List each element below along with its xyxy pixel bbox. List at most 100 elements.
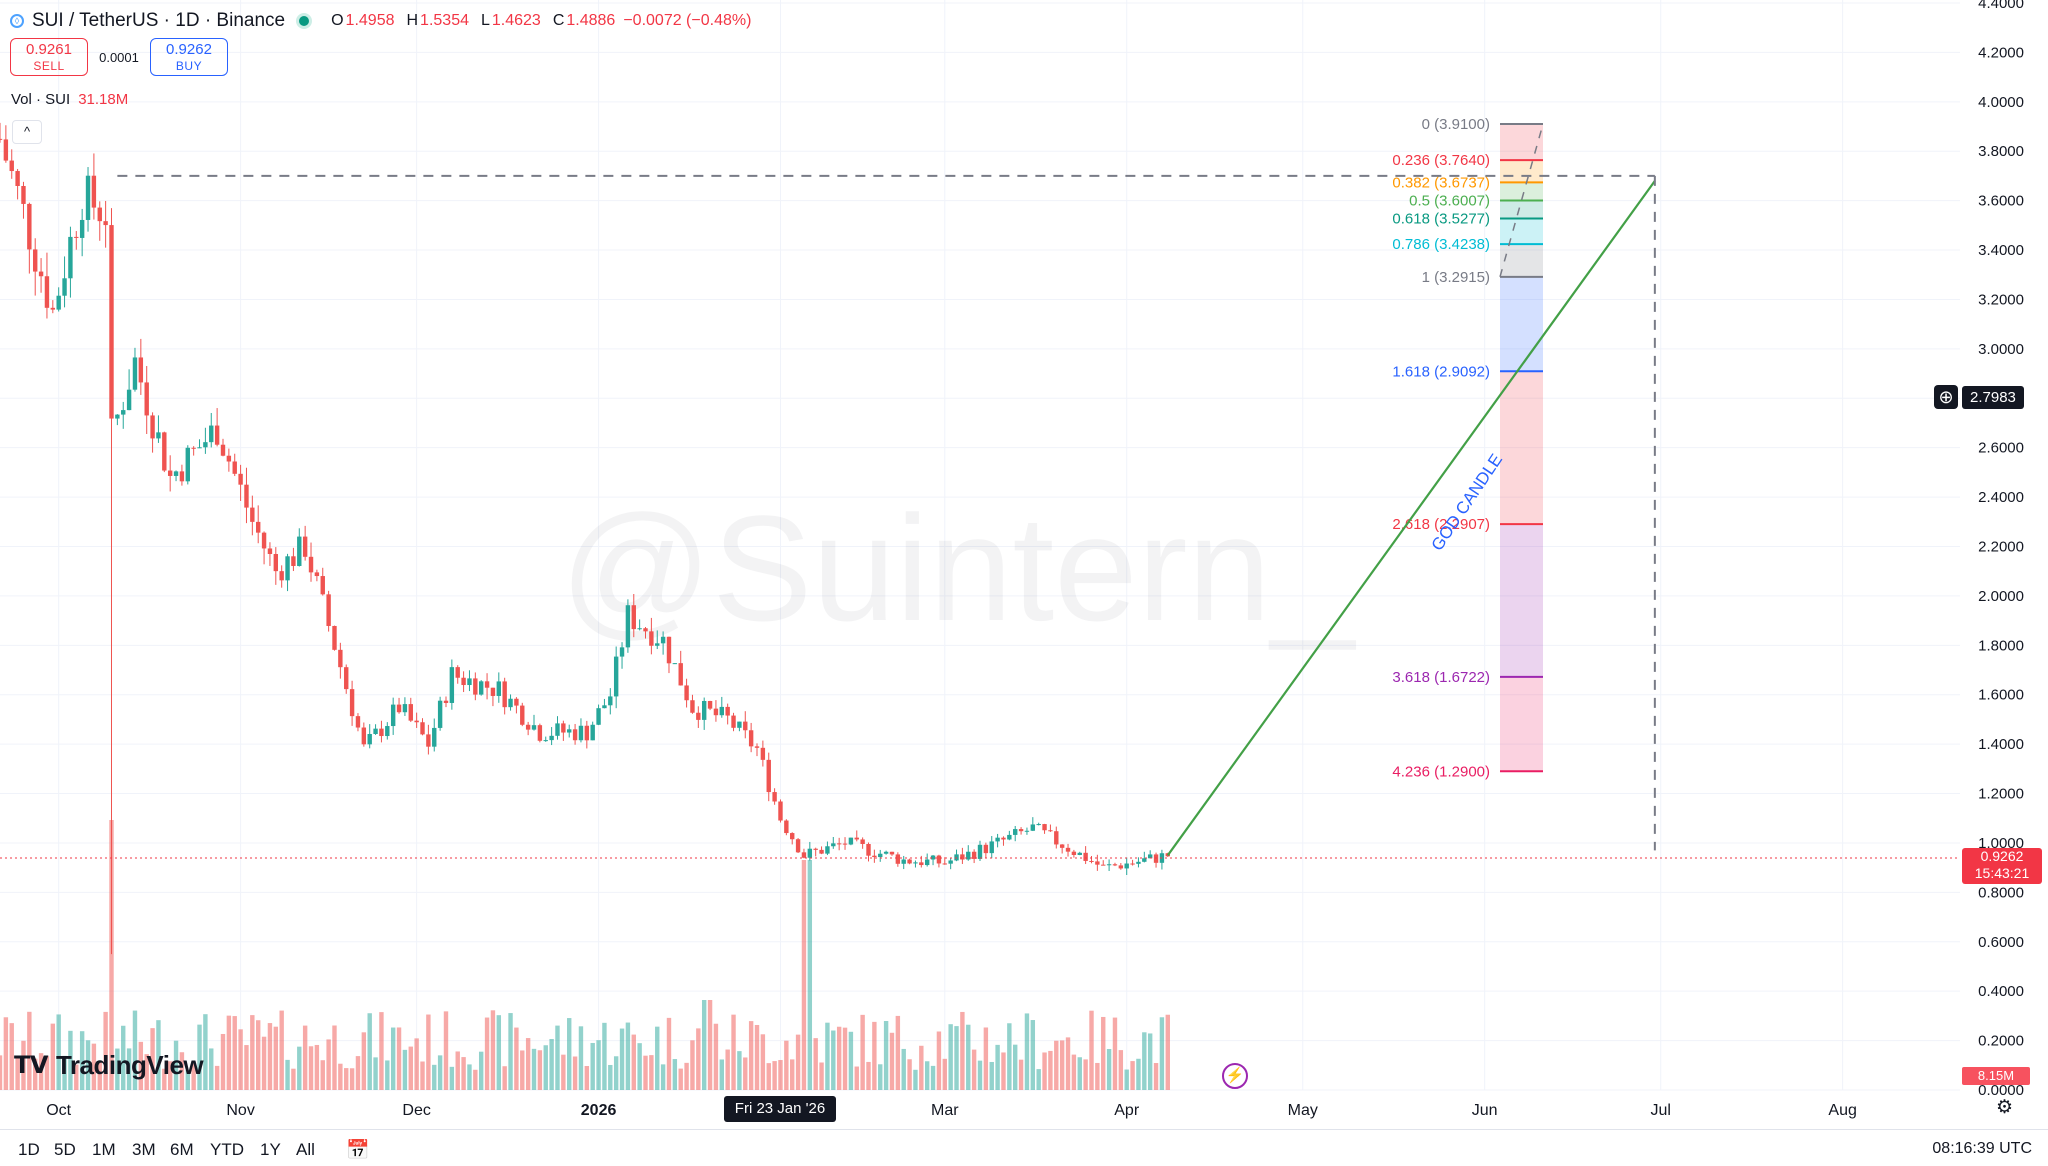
volume-bar bbox=[390, 1027, 396, 1090]
candle-body bbox=[0, 138, 3, 140]
timeframe-ytd[interactable]: YTD bbox=[210, 1140, 244, 1159]
candle-body bbox=[1089, 860, 1094, 862]
date-range-calendar-icon[interactable]: 📅 bbox=[346, 1140, 370, 1161]
candle-body bbox=[103, 221, 108, 226]
lightning-icon[interactable]: ⚡ bbox=[1222, 1063, 1248, 1089]
candle-body bbox=[1112, 864, 1118, 866]
last-volume-badge: 8.15M bbox=[1962, 1067, 2030, 1085]
fib-level-label: 0.786 (3.4238) bbox=[1392, 236, 1490, 253]
fib-band bbox=[1500, 524, 1543, 677]
volume-bar bbox=[232, 1016, 237, 1090]
candle-body bbox=[966, 851, 971, 860]
candle-body bbox=[713, 708, 719, 716]
candle-body bbox=[608, 696, 613, 706]
volume-bar bbox=[355, 1056, 361, 1090]
price-tick-label: 3.4000 bbox=[1978, 242, 2024, 259]
volume-bar bbox=[866, 1061, 871, 1090]
volume-bar bbox=[1124, 1069, 1129, 1090]
volume-bar bbox=[496, 1015, 502, 1090]
volume-bar bbox=[179, 1052, 185, 1090]
sell-button[interactable]: 0.9261 SELL bbox=[10, 38, 88, 76]
volume-bar bbox=[525, 1038, 531, 1090]
volume-label[interactable]: Vol · SUI bbox=[11, 91, 71, 108]
buy-button[interactable]: 0.9262 BUY bbox=[150, 38, 228, 76]
crosshair-price-label[interactable]: ⊕ 2.7983 bbox=[1934, 384, 2024, 410]
time-tick-label: Jun bbox=[1472, 1102, 1498, 1119]
volume-bar bbox=[1054, 1040, 1059, 1090]
timeframe-3m[interactable]: 3M bbox=[132, 1140, 156, 1159]
candle-body bbox=[496, 681, 502, 696]
candle-body bbox=[848, 837, 854, 845]
volume-bar bbox=[150, 1028, 155, 1090]
volume-bar bbox=[162, 1068, 167, 1090]
volume-bar bbox=[144, 1054, 149, 1090]
candle-body bbox=[590, 724, 595, 741]
volume-bar bbox=[197, 1024, 202, 1090]
symbol-title[interactable]: SUI / TetherUS · 1D · Binance bbox=[32, 10, 286, 31]
candle-body bbox=[490, 687, 496, 696]
volume-bar bbox=[1001, 1052, 1006, 1090]
volume-bar bbox=[637, 1043, 642, 1090]
last-price: 0.9262 bbox=[1980, 848, 2024, 864]
candle-body bbox=[790, 833, 795, 840]
candle-body bbox=[514, 698, 519, 706]
volume-bar bbox=[115, 1048, 120, 1090]
candle-body bbox=[203, 442, 208, 448]
volume-bar bbox=[302, 1025, 308, 1090]
tradingview-logo[interactable]: 𝗧𝗩 TradingView bbox=[14, 1050, 204, 1081]
volume-bar bbox=[608, 1064, 613, 1090]
time-tick-label: Jul bbox=[1650, 1102, 1670, 1119]
utc-clock[interactable]: 08:16:39 UTC bbox=[1932, 1140, 2032, 1157]
collapse-legend-button[interactable]: ^ bbox=[12, 120, 42, 144]
timeframe-1d[interactable]: 1D bbox=[18, 1140, 40, 1159]
add-alert-icon[interactable]: ⊕ bbox=[1934, 385, 1958, 409]
volume-bar bbox=[3, 1017, 9, 1090]
volume-bar bbox=[490, 1010, 496, 1090]
candle-body bbox=[115, 414, 120, 419]
volume-bar bbox=[27, 1011, 32, 1090]
candle-body bbox=[33, 249, 38, 272]
volume-bar bbox=[1071, 1054, 1077, 1090]
volume-bar bbox=[109, 820, 114, 1090]
candle-body bbox=[167, 470, 173, 476]
volume-bar bbox=[743, 1057, 748, 1090]
volume-bar bbox=[596, 1040, 601, 1090]
candle-body bbox=[144, 382, 149, 416]
volume-bar bbox=[238, 1029, 243, 1090]
low-label: L bbox=[480, 12, 490, 29]
volume-bars bbox=[0, 820, 1170, 1090]
candle-body bbox=[97, 207, 102, 222]
open-label: O bbox=[331, 12, 344, 29]
candle-body bbox=[79, 219, 85, 238]
volume-bar bbox=[590, 1042, 595, 1090]
timeframe-all[interactable]: All bbox=[296, 1140, 315, 1159]
timeframe-1m[interactable]: 1M bbox=[92, 1140, 116, 1159]
volume-bar bbox=[1112, 1017, 1118, 1090]
high-label: H bbox=[406, 12, 419, 29]
settings-gear-icon[interactable]: ⚙ bbox=[1996, 1097, 2014, 1118]
volume-bar bbox=[995, 1044, 1000, 1090]
candle-body bbox=[678, 663, 683, 686]
timeframe-6m[interactable]: 6M bbox=[170, 1140, 194, 1159]
volume-bar bbox=[613, 1056, 619, 1090]
price-chart[interactable]: @Suintern_ 0 (3.9100) 0.236 (3.7640) 0.382… bbox=[0, 0, 2048, 1130]
volume-bar bbox=[1153, 1063, 1159, 1090]
countdown: 15:43:21 bbox=[1974, 865, 2030, 881]
timeframe-5d[interactable]: 5D bbox=[54, 1140, 76, 1159]
volume-bar bbox=[338, 1063, 343, 1090]
timeframe-1y[interactable]: 1Y bbox=[260, 1140, 281, 1159]
volume-bar bbox=[520, 1050, 525, 1090]
volume-bar bbox=[1018, 1059, 1024, 1090]
candle-body bbox=[15, 171, 20, 187]
candle-body bbox=[150, 415, 155, 439]
candle-body bbox=[437, 700, 443, 728]
candle-body bbox=[273, 553, 279, 572]
volume-bar bbox=[895, 1015, 901, 1090]
volume-bar bbox=[766, 1063, 771, 1090]
change-value: −0.0072 (−0.48%) bbox=[623, 12, 752, 29]
candle-body bbox=[631, 605, 636, 630]
volume-bar bbox=[942, 1058, 947, 1090]
candle-body bbox=[220, 444, 226, 456]
candle-body bbox=[361, 727, 367, 745]
candle-body bbox=[132, 357, 138, 390]
